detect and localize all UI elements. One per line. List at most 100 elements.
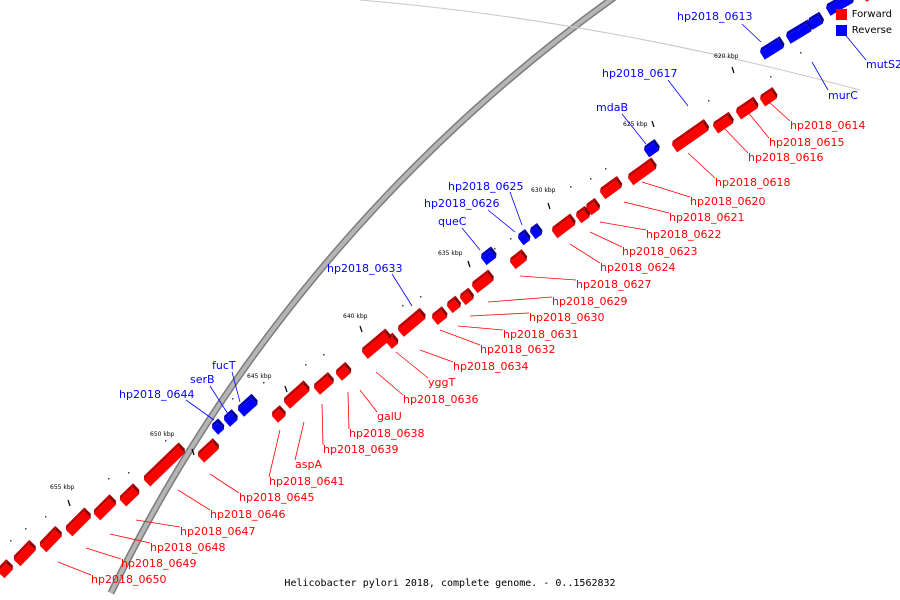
gene-block-top [472, 269, 489, 286]
gene-block-face [530, 227, 542, 240]
gene-leader-line [231, 371, 241, 403]
gene-block-top [284, 380, 304, 402]
gene-leader-line [268, 429, 281, 478]
ring-dot [590, 178, 592, 180]
gene-block-top [808, 11, 820, 22]
legend-forward-label: Forward [851, 8, 892, 20]
gene-block-top [826, 0, 850, 8]
outer-guide-arc [359, 0, 861, 91]
gene-leader-line [461, 227, 481, 251]
gene-block-top [460, 287, 469, 298]
gene-block-side [771, 87, 778, 99]
scale-tick [284, 385, 288, 393]
gene-label: hp2018_0623 [622, 245, 697, 258]
gene-label: queC [438, 215, 467, 228]
gene-leader-line [109, 533, 151, 544]
forward-gene-block [13, 539, 36, 567]
gene-leader-line [842, 31, 867, 61]
gene-block-side [441, 306, 448, 318]
ring-dot [323, 354, 325, 356]
gene-block-face [238, 397, 258, 417]
ring-dot [108, 478, 110, 480]
scale-tick [547, 202, 551, 210]
gene-leader-line [135, 519, 181, 528]
gene-block-side [345, 361, 352, 373]
gene-leader-line [741, 23, 762, 43]
gene-leader-line [457, 325, 504, 331]
gene-label: hp2018_0644 [119, 388, 194, 401]
scale-tick-label: 655 kbp [50, 484, 75, 491]
gene-block-side [327, 371, 334, 383]
gene-leader-line [85, 547, 122, 560]
gene-block-top [760, 87, 773, 99]
gene-block-top [198, 438, 213, 456]
gene-leader-line [57, 561, 92, 576]
forward-gene-block [144, 442, 185, 487]
gene-label: serB [190, 373, 215, 386]
gene-label: hp2018_0618 [715, 176, 790, 189]
gene-block-side [467, 287, 474, 299]
scale-tick-label: 650 kbp [150, 431, 175, 438]
gene-leader-line [375, 371, 404, 396]
gene-block-face [224, 413, 238, 427]
gene-block-side [524, 228, 531, 241]
gene-block-top [362, 328, 386, 352]
gene-leader-line [439, 329, 481, 346]
forward-gene-block [472, 269, 494, 294]
forward-gene-block [552, 213, 576, 239]
forward-gene-block [398, 307, 426, 337]
reverse-gene-block [808, 11, 824, 30]
gene-leader-line [519, 275, 577, 281]
ring-dot [165, 440, 167, 442]
gene-block-side [384, 328, 392, 340]
ring-dot [420, 296, 422, 298]
gene-label: hp2018_0627 [576, 278, 651, 291]
gene-leader-line [667, 79, 689, 107]
forward-gene-block [672, 119, 710, 153]
scale-tick-label: 620 kbp [714, 53, 739, 60]
gene-leader-line [768, 101, 791, 122]
gene-label: yggT [428, 376, 455, 389]
gene-block-top [66, 507, 85, 530]
gene-block-top [736, 96, 754, 112]
gene-block-side [650, 157, 657, 169]
gene-leader-line [623, 201, 670, 214]
gene-block-top [336, 361, 346, 374]
gene-block-face [808, 15, 823, 30]
gene-block-top [760, 36, 780, 52]
reverse-gene-block [238, 393, 258, 417]
gene-block-face [786, 23, 812, 44]
gene-block-face [66, 511, 91, 537]
gene-block-face [518, 233, 530, 246]
gene-block-face [460, 291, 474, 306]
gene-block-face [510, 253, 527, 270]
gene-label: galU [377, 410, 402, 423]
gene-block-top [120, 483, 134, 500]
reverse-gene-block [518, 228, 531, 246]
ring-dot [770, 76, 772, 78]
gene-label: hp2018_0620 [690, 195, 765, 208]
gene-block-face [272, 409, 286, 423]
gene-block-side [569, 213, 576, 225]
gene-label: hp2018_0616 [748, 151, 823, 164]
gene-block-face [481, 250, 496, 266]
gene-block-top [272, 405, 280, 416]
gene-block-top [600, 176, 617, 192]
ring-dot [708, 100, 710, 102]
gene-block-side [212, 438, 219, 449]
gene-block-face [600, 180, 622, 200]
forward-gene-block [0, 559, 13, 579]
gene-block-side [616, 176, 623, 188]
forward-gene-block [272, 405, 286, 423]
scale-tick-label: 630 kbp [531, 187, 556, 194]
ring-dot [25, 528, 27, 530]
gene-block-side [217, 418, 225, 430]
ring-dot [800, 52, 802, 54]
gene-block-side [521, 249, 528, 261]
gene-leader-line [359, 389, 378, 413]
gene-block-top [552, 213, 571, 231]
reverse-gene-block [826, 0, 855, 16]
forward-gene-block [713, 111, 734, 134]
legend-reverse: Reverse [835, 22, 892, 38]
gene-block-face [862, 0, 879, 2]
